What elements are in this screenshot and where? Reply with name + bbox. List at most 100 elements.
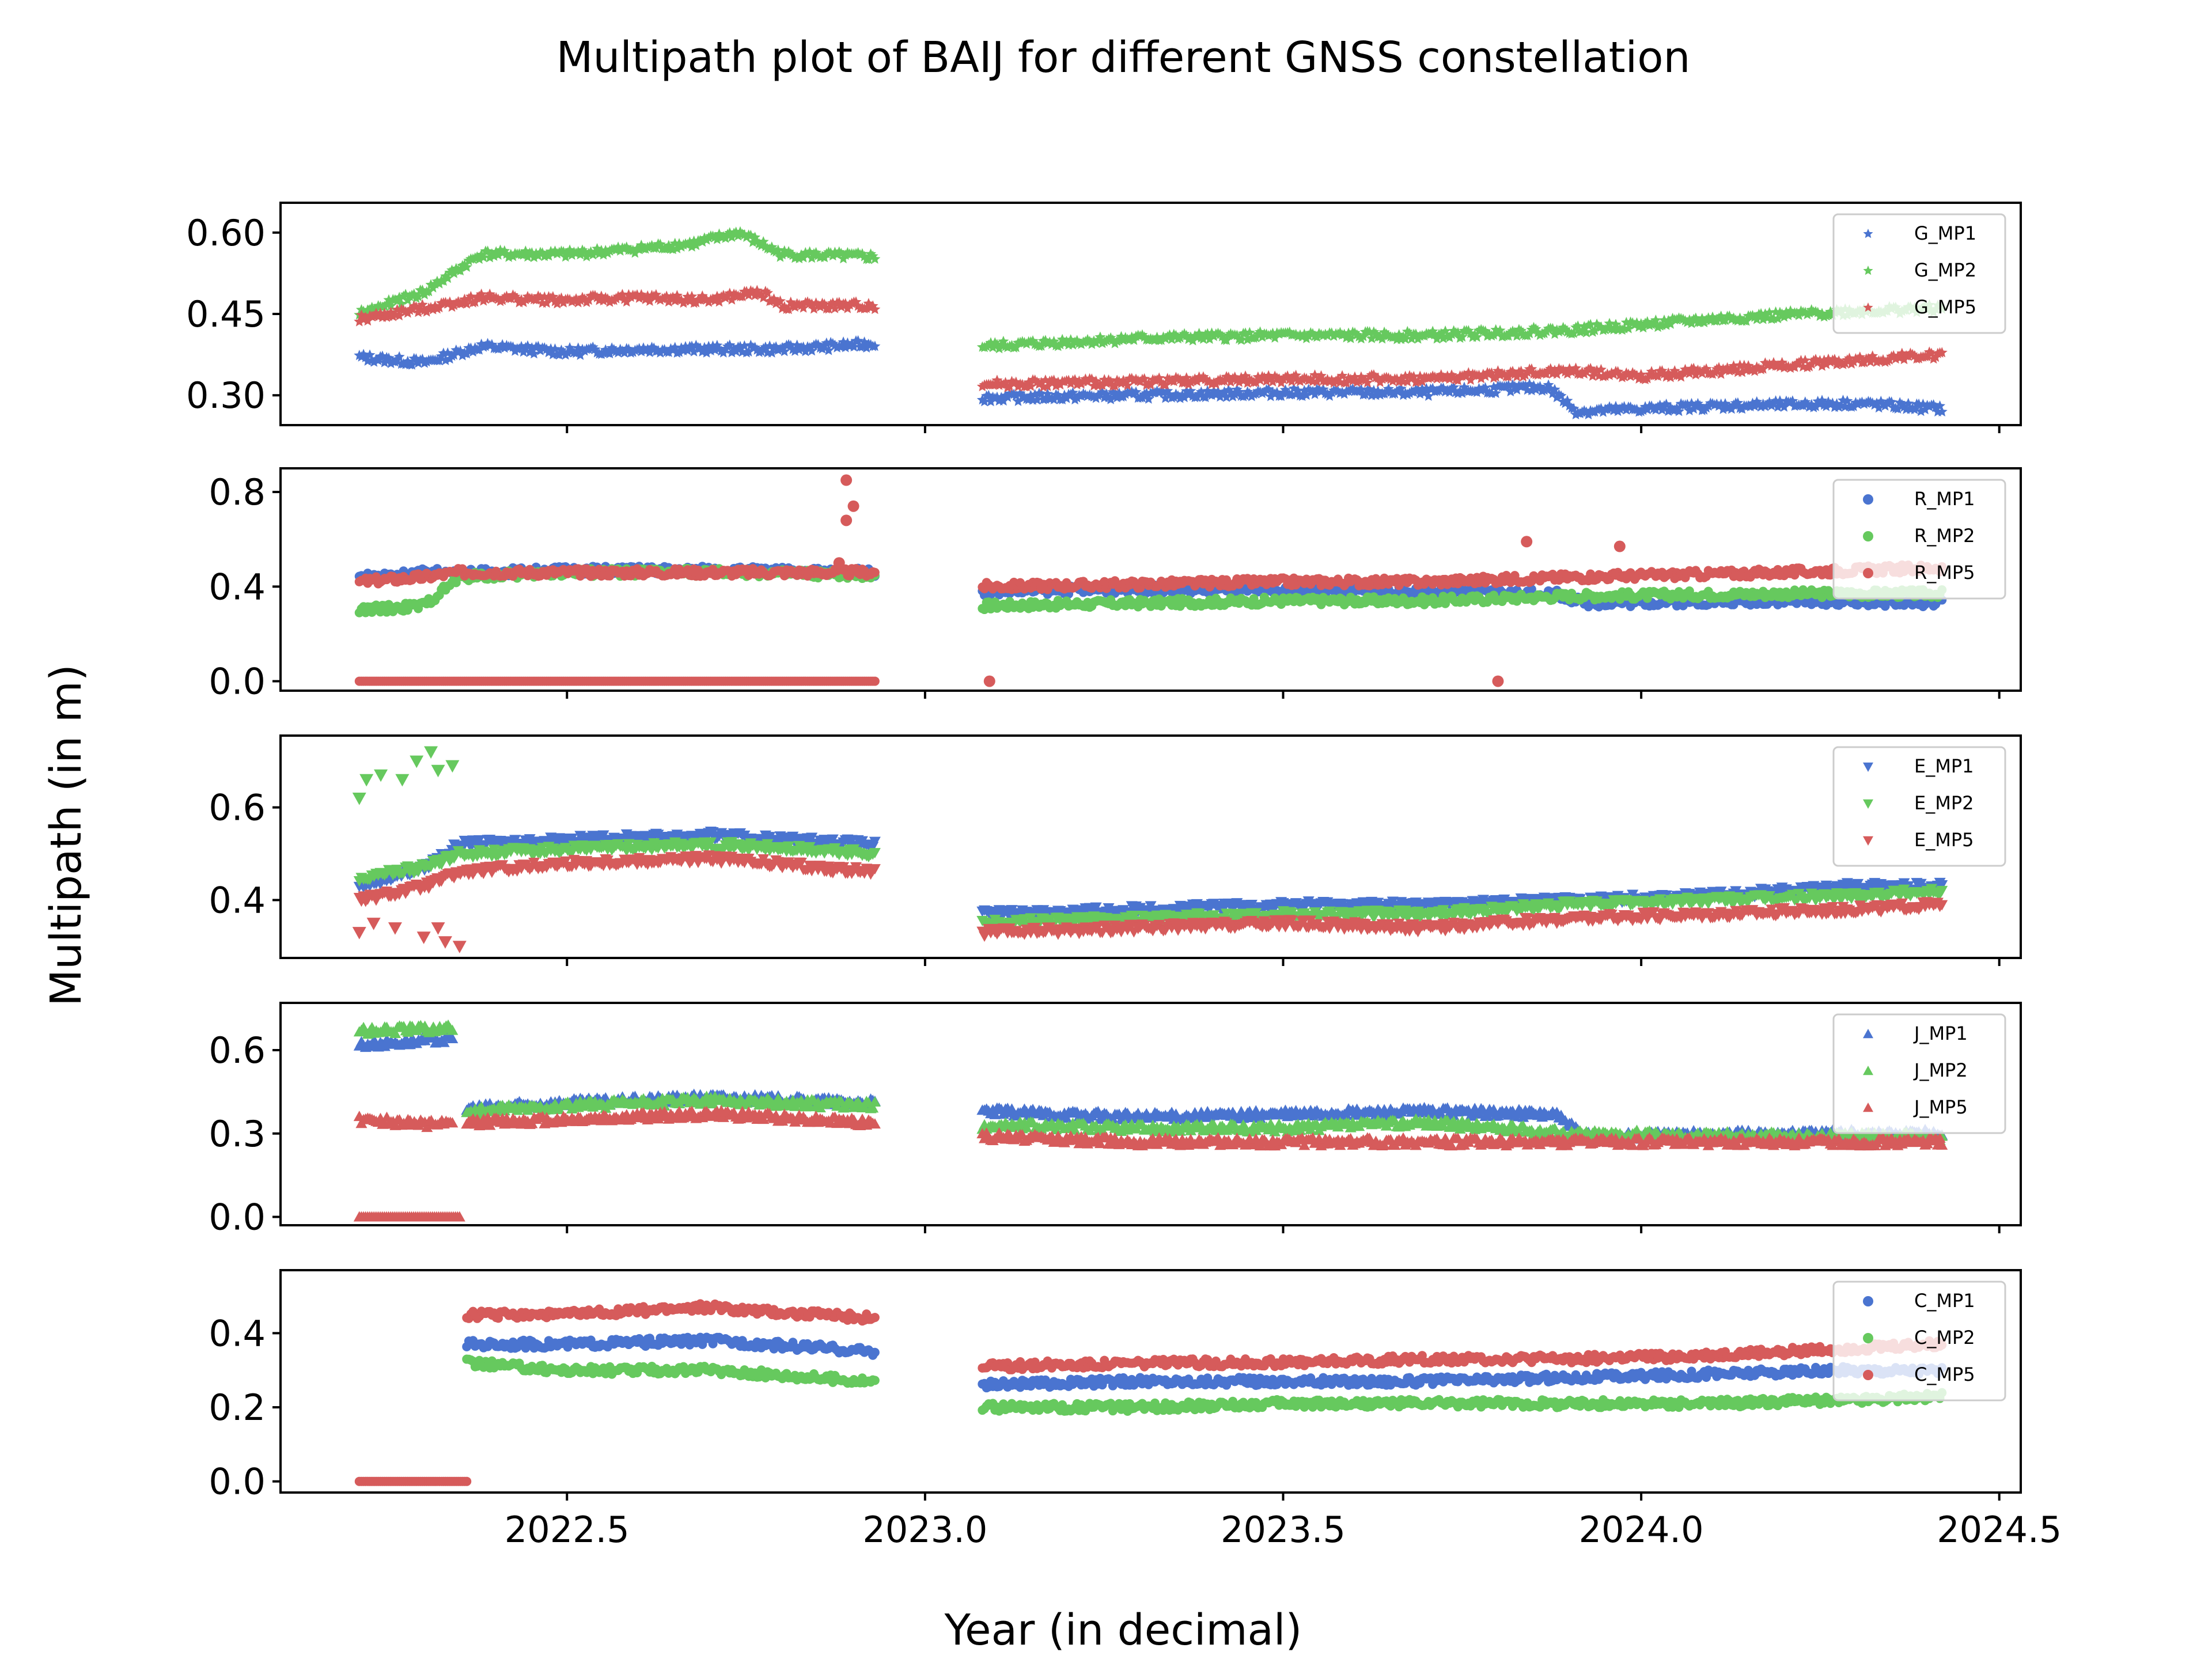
data-point <box>979 396 990 407</box>
legend-marker <box>1863 568 1873 578</box>
legend-label: G_MP1 <box>1914 222 1976 244</box>
data-point <box>1340 377 1352 388</box>
data-point <box>1269 370 1281 381</box>
data-point <box>358 349 369 359</box>
y-tick-label: 0.60 <box>186 212 266 254</box>
data-point <box>1301 389 1312 400</box>
data-point <box>1377 333 1388 344</box>
data-point <box>829 247 840 257</box>
data-point <box>1052 376 1064 387</box>
data-point <box>1366 332 1377 343</box>
legend-label: R_MP2 <box>1914 525 1975 547</box>
data-point <box>1747 310 1758 321</box>
data-point <box>444 296 456 307</box>
data-point <box>1004 380 1016 391</box>
data-point <box>461 261 472 272</box>
data-point <box>408 288 420 299</box>
data-point <box>1423 390 1434 401</box>
data-point <box>1242 334 1253 344</box>
data-point <box>644 295 656 306</box>
data-point <box>1044 336 1055 347</box>
data-point <box>507 341 518 352</box>
data-point <box>1358 331 1369 342</box>
data-point <box>751 236 763 247</box>
data-point <box>1623 323 1634 334</box>
data-point <box>385 300 397 311</box>
data-point <box>1764 306 1775 317</box>
data-point <box>1437 332 1449 343</box>
data-point <box>1309 388 1321 399</box>
data-point <box>1406 333 1418 344</box>
data-point <box>1305 374 1316 385</box>
data-point <box>834 246 845 257</box>
data-point <box>539 291 550 302</box>
data-point <box>1336 370 1348 381</box>
data-point <box>1233 386 1245 397</box>
data-point <box>1198 371 1209 382</box>
data-point <box>1456 387 1468 398</box>
data-point <box>1088 380 1100 391</box>
data-point <box>1806 304 1817 315</box>
data-point <box>1332 373 1344 384</box>
data-point <box>1936 406 1948 416</box>
data-point <box>1650 315 1661 325</box>
data-point <box>1402 376 1413 387</box>
data-point <box>676 342 687 353</box>
data-point <box>621 296 632 307</box>
data-point <box>1772 313 1783 324</box>
data-point <box>825 247 836 258</box>
data-point <box>1040 335 1051 346</box>
y-axis-label: Multipath (in m) <box>41 664 91 1006</box>
data-point <box>779 346 790 357</box>
data-point <box>379 357 391 368</box>
data-point <box>1084 335 1096 346</box>
data-point <box>1471 331 1483 342</box>
data-point <box>747 286 759 297</box>
data-point <box>1242 386 1253 397</box>
data-point <box>802 296 813 307</box>
x-axis-label: Year (in decimal) <box>944 1605 1302 1655</box>
data-point <box>1040 393 1051 404</box>
data-point <box>1179 377 1190 388</box>
data-point <box>1109 380 1120 391</box>
outlier-point <box>833 557 845 569</box>
data-point <box>1048 335 1060 346</box>
data-point <box>870 676 880 686</box>
data-point <box>1391 373 1403 384</box>
data-point <box>770 341 782 352</box>
data-point <box>1751 396 1763 407</box>
data-point <box>1535 381 1546 392</box>
data-point <box>1166 334 1177 344</box>
outlier-point <box>983 675 995 687</box>
data-point <box>1143 393 1154 404</box>
data-point <box>1490 387 1502 398</box>
data-point <box>476 249 487 260</box>
data-point <box>1297 391 1308 402</box>
data-point <box>737 291 748 302</box>
data-point <box>1214 328 1226 339</box>
data-point <box>1747 397 1758 408</box>
legend-label: R_MP5 <box>1914 562 1975 584</box>
data-point <box>857 248 868 259</box>
legend-marker <box>1863 494 1873 505</box>
data-point <box>1200 392 1211 403</box>
data-point <box>416 299 428 310</box>
data-point <box>448 267 460 278</box>
data-point <box>1345 332 1357 343</box>
data-point <box>423 286 434 297</box>
legend-label: G_MP2 <box>1914 259 1976 281</box>
y-tick-label: 0.8 <box>209 471 266 513</box>
data-point <box>798 302 809 313</box>
data-point <box>604 348 615 359</box>
data-point <box>798 252 809 263</box>
data-point <box>1463 367 1474 378</box>
data-point <box>1395 382 1407 393</box>
data-point <box>416 353 428 364</box>
data-point <box>834 297 845 308</box>
data-point <box>774 295 786 306</box>
data-point <box>393 351 405 362</box>
data-point <box>779 301 790 312</box>
